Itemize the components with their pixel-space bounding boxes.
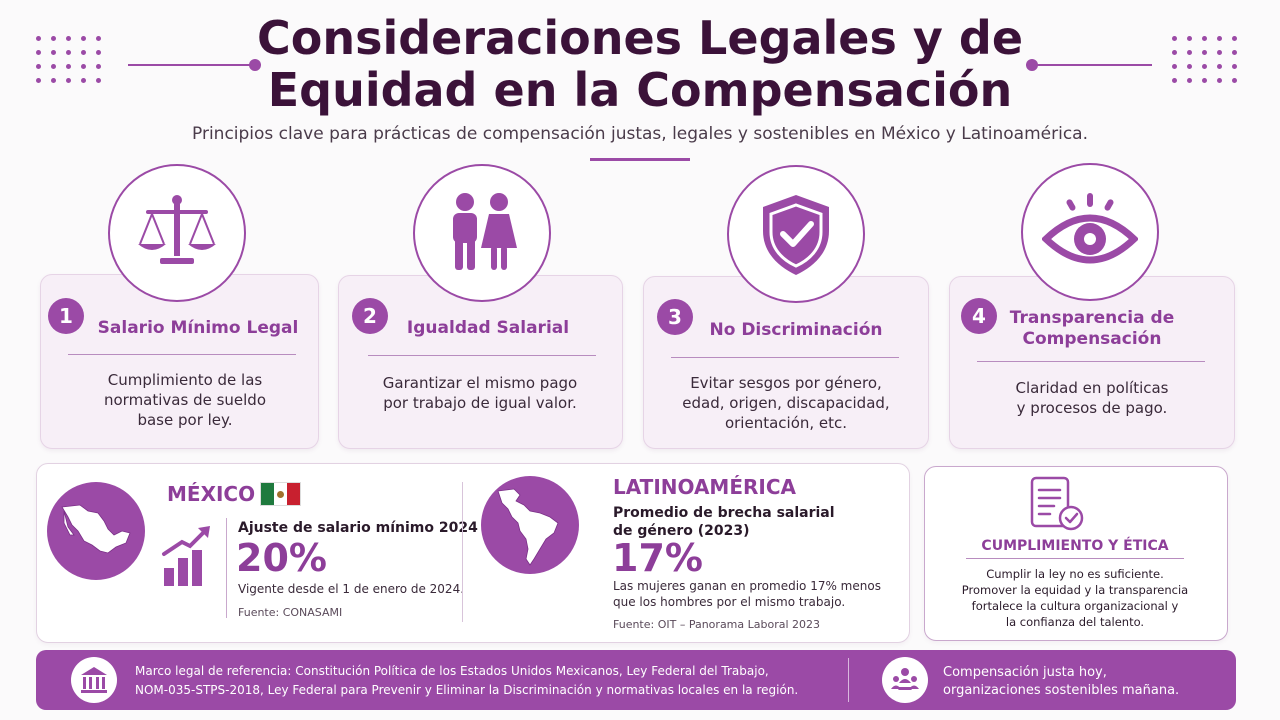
- header-rule-left: [128, 64, 254, 66]
- compliance-heading: CUMPLIMIENTO Y ÉTICA: [981, 538, 1169, 554]
- latam-stat-value: 17%: [612, 536, 703, 580]
- growth-chart-icon: [162, 526, 210, 586]
- people-icon: [453, 193, 517, 270]
- footer-people-circle: [882, 657, 928, 703]
- document-check-icon: [1030, 476, 1084, 531]
- latam-heading: LATINOAMÉRICA: [613, 475, 796, 499]
- latam-map-circle: [481, 476, 579, 574]
- card-4-title: Transparencia de Compensación: [1009, 308, 1175, 349]
- footer-legal-text: Marco legal de referencia: Constitución …: [135, 664, 799, 697]
- latam-map-icon: [497, 488, 559, 566]
- latam-note: Las mujeres ganan en promedio 17% menos …: [613, 579, 881, 609]
- card-transparencia: [949, 276, 1235, 449]
- mexico-source: Fuente: CONASAMI: [238, 606, 343, 619]
- compliance-text: Cumplir la ley no es suficiente. Promove…: [961, 567, 1189, 629]
- courthouse-icon: [81, 667, 107, 693]
- mexico-flag-icon: [260, 482, 301, 506]
- card-3-number: 3: [657, 299, 693, 335]
- card-1-description: Cumplimiento de las normativas de sueldo…: [103, 371, 267, 429]
- card-1-number: 1: [48, 298, 84, 334]
- header-rule-right: [1032, 64, 1152, 66]
- regional-stats-panel: [36, 463, 910, 643]
- compliance-rule: [966, 558, 1184, 559]
- card-3-description: Evitar sesgos por género, edad, origen, …: [682, 374, 890, 432]
- footer-slogan: Compensación justa hoy, organizaciones s…: [943, 665, 1180, 698]
- card-2-number: 2: [352, 298, 388, 334]
- footer-divider: [848, 658, 849, 702]
- mexico-note: Vigente desde el 1 de enero de 2024.: [238, 582, 465, 596]
- footer-building-circle: [71, 657, 117, 703]
- card-no-discriminacion: [643, 276, 929, 449]
- card-2-description: Garantizar el mismo pago por trabajo de …: [382, 374, 578, 412]
- decorative-dots-right: [1172, 36, 1237, 83]
- eye-icon: [1042, 193, 1138, 264]
- team-icon: [891, 668, 919, 690]
- scales-icon: [138, 195, 216, 264]
- mexico-map-circle: [47, 482, 145, 580]
- card-1-rule: [68, 354, 296, 355]
- panel-divider: [462, 482, 463, 622]
- footer-bar: [36, 650, 1236, 710]
- title-line-2: Equidad en la Compensación: [267, 63, 1013, 117]
- card-4-number: 4: [961, 298, 997, 334]
- card-igualdad-salarial: [338, 275, 623, 449]
- subtitle-rule: [590, 158, 690, 161]
- card-4-icon-circle: [1021, 163, 1159, 301]
- card-2-icon-circle: [413, 164, 551, 302]
- mexico-stat-rule: [226, 518, 227, 618]
- card-3-rule: [671, 357, 899, 358]
- compliance-panel: [924, 466, 1228, 641]
- card-3-icon-circle: [727, 165, 865, 303]
- title-line-1: Consideraciones Legales y de: [256, 11, 1024, 65]
- latam-stat-label: Promedio de brecha salarial de género (2…: [613, 505, 835, 539]
- decorative-dots-left: [36, 36, 101, 83]
- page-title: Consideraciones Legales y de Equidad en …: [190, 12, 1090, 116]
- card-2-title: Igualdad Salarial: [406, 318, 570, 338]
- card-salario-minimo: [40, 274, 319, 449]
- card-3-title: No Discriminación: [709, 320, 883, 340]
- page-subtitle: Principios clave para prácticas de compe…: [192, 124, 1088, 144]
- mexico-stat-value: 20%: [236, 536, 327, 580]
- mexico-heading: MÉXICO: [167, 482, 256, 506]
- card-1-icon-circle: [108, 164, 246, 302]
- card-4-rule: [977, 361, 1205, 362]
- header-dot-left: [249, 59, 261, 71]
- card-1-title: Salario Mínimo Legal: [97, 318, 299, 338]
- card-4-description: Claridad en políticas y procesos de pago…: [1015, 379, 1169, 417]
- mexico-stat-label: Ajuste de salario mínimo 2024: [238, 520, 478, 536]
- latam-source: Fuente: OIT – Panorama Laboral 2023: [613, 618, 821, 631]
- card-2-rule: [368, 355, 596, 356]
- shield-check-icon: [763, 195, 829, 275]
- mexico-map-icon: [61, 504, 131, 554]
